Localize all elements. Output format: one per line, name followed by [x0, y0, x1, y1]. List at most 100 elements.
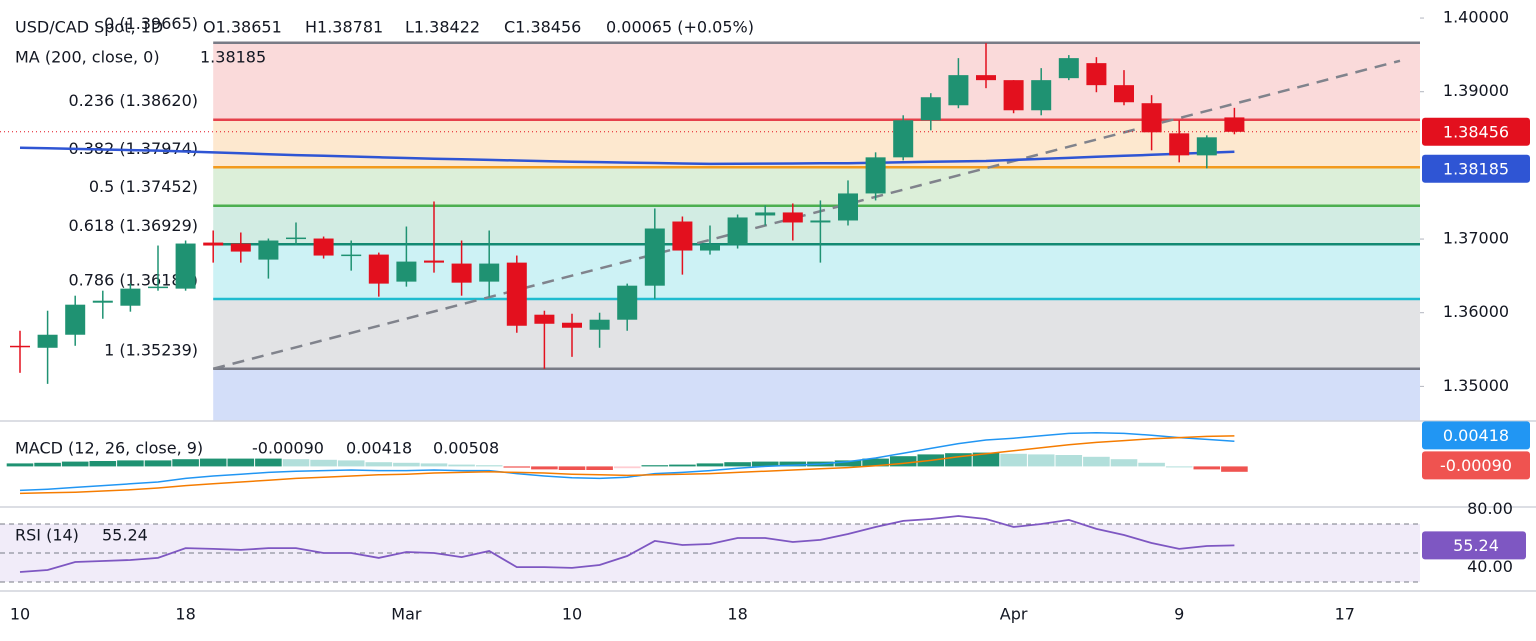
- rsi-legend-name: RSI (14): [15, 526, 79, 545]
- macd-histogram-bar: [862, 458, 889, 467]
- fib-band-below: [213, 368, 1421, 421]
- fib-level-label: 0.382 (1.37974): [68, 139, 198, 158]
- macd-histogram-bar: [724, 462, 751, 467]
- rsi-value-tag: 55.24: [1453, 536, 1499, 555]
- candle-body: [1196, 137, 1217, 156]
- macd-value-tag: 0.00418: [1443, 426, 1509, 445]
- y-tick-label: 1.40000: [1443, 8, 1509, 27]
- x-tick-label: Apr: [1000, 605, 1028, 624]
- macd-histogram-bar: [144, 460, 172, 467]
- x-tick-label: 18: [727, 605, 747, 624]
- macd-histogram-bar: [255, 458, 282, 467]
- macd-value-tag-bg: [1422, 421, 1530, 450]
- macd-histogram-bar: [1221, 466, 1248, 472]
- fib-band: [213, 299, 1421, 369]
- macd-histogram-bar: [889, 456, 917, 467]
- macd-histogram-bar: [1193, 466, 1221, 470]
- ma-price-tag-bg: [1422, 154, 1530, 183]
- macd-histogram-bar: [1083, 456, 1110, 467]
- trendline: [212, 59, 1401, 370]
- rsi-line: [19, 515, 1235, 573]
- x-tick-label: 10: [562, 605, 582, 624]
- x-tick-label: 17: [1335, 605, 1355, 624]
- candle-body: [644, 228, 665, 286]
- time-axis: 10 18 Mar 10 18 Apr 9 17: [0, 590, 1536, 624]
- x-tick-label: 9: [1174, 605, 1184, 624]
- macd-histogram-bar: [172, 459, 199, 467]
- ohlc-value: H1.38781: [305, 18, 383, 37]
- price-axis-bg: [1420, 0, 1536, 421]
- macd-legend-macd: 0.00418: [346, 439, 412, 458]
- candle-body: [230, 243, 251, 252]
- macd-histogram-bar: [613, 466, 641, 469]
- macd-line: [19, 432, 1235, 492]
- macd-histogram-bar: [696, 463, 724, 467]
- candle-body: [700, 244, 720, 251]
- macd-histogram-bar: [1055, 455, 1083, 467]
- macd-histogram-bar: [1110, 459, 1138, 467]
- y-tick-label: 1.39000: [1443, 81, 1509, 100]
- candle-body: [1058, 58, 1079, 79]
- candle-body: [258, 240, 279, 260]
- candle-body: [865, 157, 886, 194]
- candle-body: [562, 322, 582, 328]
- ma-legend-value: 1.38185: [200, 48, 266, 67]
- macd-histogram-bar: [503, 466, 531, 468]
- candle-body: [893, 120, 914, 158]
- y-tick-label: 1.36000: [1443, 302, 1509, 321]
- candle-body: [920, 97, 941, 121]
- candle-body: [148, 286, 168, 289]
- fib-level-label: 0.786 (1.36186): [68, 271, 198, 290]
- x-tick-label: Mar: [391, 605, 422, 624]
- macd-histogram-bar: [669, 464, 696, 467]
- macd-histogram-bar: [641, 465, 669, 467]
- macd-histogram-bar: [199, 458, 227, 467]
- candle-body: [175, 243, 196, 289]
- macd-histogram-bar: [751, 461, 779, 467]
- rsi-legend-value: 55.24: [102, 526, 148, 545]
- rsi-value-tag-bg: [1422, 531, 1526, 560]
- ma-legend-name: MA (200, close, 0): [15, 48, 160, 67]
- macd-histogram-bar: [531, 466, 558, 470]
- macd-histogram-bar: [393, 462, 420, 467]
- ohlc-value: 0.00065 (+0.05%): [606, 18, 754, 37]
- macd-histogram-bar: [227, 458, 255, 467]
- candle-body: [838, 193, 858, 221]
- fib-band: [213, 244, 1421, 300]
- candle-body: [1141, 103, 1162, 133]
- macd-histogram-bar: [475, 465, 503, 467]
- candle-body: [37, 334, 58, 348]
- x-tick-label: 18: [175, 605, 195, 624]
- macd-histogram-bar: [586, 466, 613, 470]
- macd-histogram-bar: [1138, 462, 1165, 467]
- ma-price-tag: 1.38185: [1443, 159, 1509, 178]
- candle-body: [479, 263, 500, 282]
- macd-histogram-bar: [558, 466, 586, 470]
- candle-body: [341, 254, 362, 257]
- candle-body: [755, 212, 776, 216]
- fib-level-label: 0.618 (1.36929): [68, 216, 198, 235]
- macd-legend-hist: -0.00090: [252, 439, 324, 458]
- candle-body: [1031, 80, 1052, 111]
- macd-legend-signal: 0.00508: [433, 439, 499, 458]
- macd-histogram-bar: [337, 460, 365, 467]
- candle-body: [506, 262, 527, 326]
- signal-line: [19, 435, 1235, 495]
- candle-body: [617, 285, 638, 320]
- candle-body: [451, 263, 472, 283]
- candle-body: [1169, 133, 1190, 156]
- macd-histogram-bar: [779, 461, 807, 467]
- histogram-value-tag-bg: [1422, 451, 1530, 480]
- macd-histogram-bar: [6, 463, 34, 467]
- candle-body: [810, 220, 831, 223]
- macd-histogram-bar: [365, 462, 393, 467]
- histogram-value-tag: -0.00090: [1440, 456, 1512, 475]
- candle-body: [424, 260, 444, 263]
- candle-body: [396, 261, 417, 282]
- macd-legend-name: MACD (12, 26, close, 9): [15, 439, 203, 458]
- last-price-tag: 1.38456: [1443, 122, 1509, 141]
- fib-band: [213, 42, 1421, 120]
- macd-panel: 0.00418 -0.00090: [0, 421, 1536, 508]
- price-panel: 0 (1.39665) 0.236 (1.38620) 0.382 (1.37974…: [0, 0, 1536, 422]
